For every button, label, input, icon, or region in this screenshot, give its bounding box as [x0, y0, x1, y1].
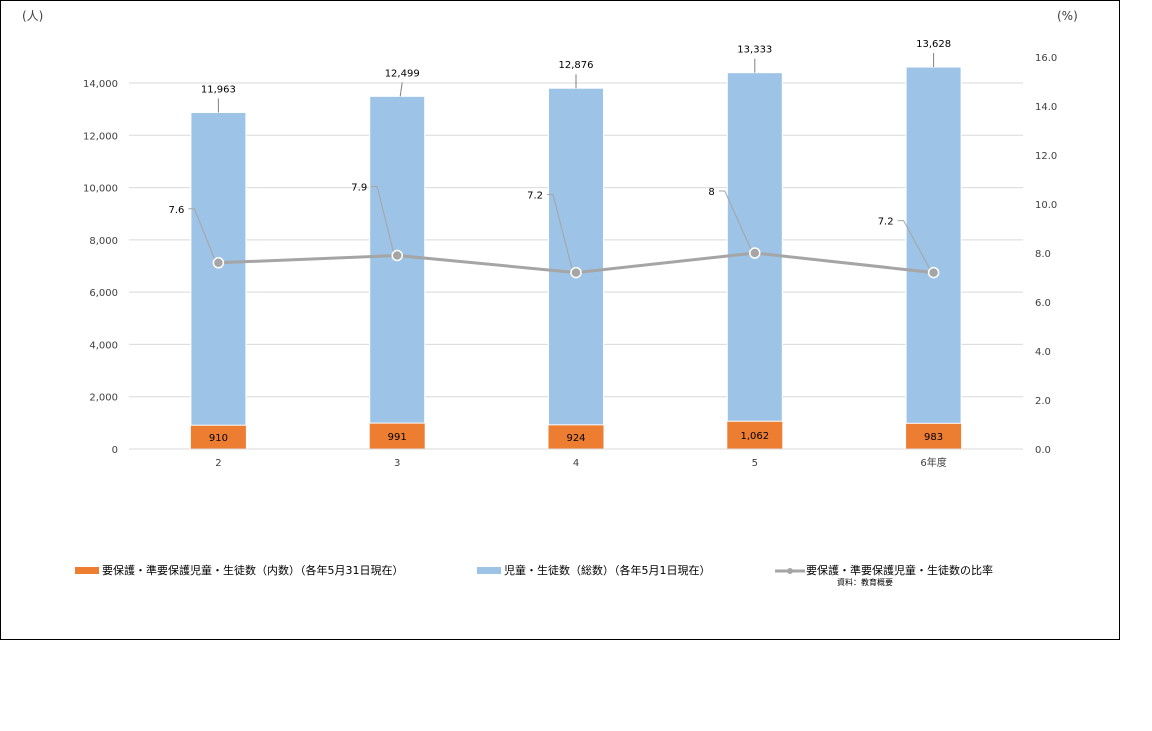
bar-value-label-total: 12,876 — [559, 60, 594, 71]
category-label: 5 — [752, 458, 758, 469]
ratio-value-label: 7.2 — [527, 191, 543, 202]
source-note: 資料：教育概要 — [837, 577, 893, 587]
ratio-leader-line — [897, 220, 931, 269]
bar-segment-total — [905, 66, 962, 424]
bar-segment-protected — [727, 421, 783, 449]
bar-value-label-total: 12,499 — [385, 68, 420, 79]
bar-value-label-protected: 983 — [924, 432, 943, 443]
category-label: 4 — [573, 458, 579, 469]
right-tick-label: 16.0 — [1035, 53, 1057, 64]
bar-segment-total — [726, 72, 783, 422]
left-tick-label: 8,000 — [89, 236, 118, 247]
left-tick-label: 6,000 — [89, 288, 118, 299]
left-tick-label: 14,000 — [83, 79, 118, 90]
right-tick-label: 6.0 — [1035, 298, 1051, 309]
bar-segment-total — [190, 111, 247, 426]
left-tick-label: 0 — [112, 445, 118, 456]
left-tick-label: 4,000 — [89, 340, 118, 351]
bar-segment-protected — [548, 424, 604, 449]
ratio-point — [212, 257, 225, 269]
axes: 0 2,000 4,000 6,000 8,000 10,000 12,000 14,000 0… — [22, 9, 1078, 469]
data-labels: 910 11,963 991 12,499 924 12,876 1,062 13,333 98… — [168, 39, 951, 444]
ratio-value-label: 7.6 — [168, 205, 184, 216]
right-tick-label: 14.0 — [1035, 102, 1057, 113]
ratio-value-label: 7.9 — [351, 182, 367, 193]
ratio-point — [391, 249, 403, 262]
legend: 要保護・準要保護児童・生徒数（内数）（各年5月31日現在） 児童・生徒数（総数）（… — [75, 563, 993, 587]
left-tick-label: 12,000 — [83, 131, 118, 142]
legend-label-protected: 要保護・準要保護児童・生徒数（内数）（各年5月31日現在） — [102, 563, 404, 577]
category-label: 2 — [215, 458, 221, 469]
right-tick-label: 8.0 — [1035, 249, 1051, 260]
bar-value-label-protected: 1,062 — [740, 431, 769, 442]
bar-value-label-protected: 924 — [566, 433, 585, 444]
legend-swatch-protected — [75, 567, 99, 574]
ratio-point — [927, 266, 940, 279]
ratio-line — [212, 247, 940, 279]
right-tick-label: 0.0 — [1035, 445, 1051, 456]
left-tick-label: 10,000 — [83, 184, 118, 195]
ratio-point — [749, 247, 761, 259]
bar-value-label-total: 13,628 — [916, 39, 951, 50]
ratio-value-label: 7.2 — [878, 217, 894, 228]
bar-segment-total — [548, 87, 604, 426]
ratio-leader-line — [718, 190, 752, 250]
bar-value-label-total: 11,963 — [201, 84, 236, 95]
ratio-leader-line — [547, 194, 573, 269]
ratio-value-label: 8 — [708, 187, 714, 198]
bar-value-label-protected: 991 — [388, 432, 407, 443]
bar-value-label-total: 13,333 — [737, 45, 772, 56]
ratio-leader-line — [371, 185, 394, 252]
ratio-leader-line — [188, 208, 215, 259]
right-axis-unit: (%) — [1057, 9, 1078, 23]
left-tick-label: 2,000 — [89, 393, 118, 404]
legend-label-ratio: 要保護・準要保護児童・生徒数の比率 — [806, 563, 993, 577]
bar-segment-protected — [369, 423, 425, 449]
category-label: 6年度 — [920, 456, 946, 469]
ratio-point — [570, 266, 582, 279]
right-tick-label: 10.0 — [1035, 200, 1057, 211]
category-label: 3 — [394, 458, 400, 469]
legend-swatch-total — [477, 567, 501, 574]
right-tick-label: 12.0 — [1035, 151, 1057, 162]
legend-label-total: 児童・生徒数（総数）（各年5月1日現在） — [504, 563, 711, 577]
bar-segment-protected — [190, 425, 246, 449]
left-axis-unit: (人) — [22, 9, 43, 23]
leader-line — [399, 82, 403, 97]
bar-segment-protected — [906, 423, 962, 449]
right-tick-label: 4.0 — [1035, 347, 1051, 358]
right-tick-label: 2.0 — [1035, 396, 1051, 407]
bar-value-label-protected: 910 — [209, 433, 228, 444]
legend-marker-ratio — [787, 568, 793, 574]
